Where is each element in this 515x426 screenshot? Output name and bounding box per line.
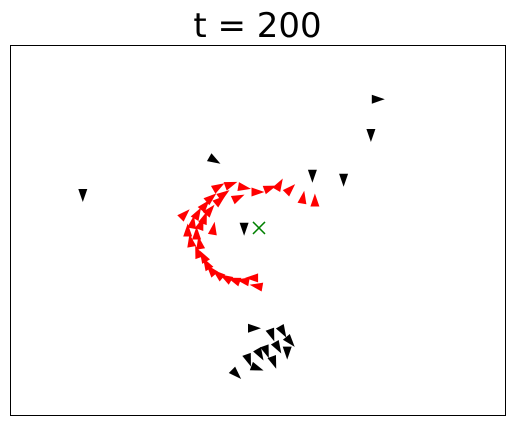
plot-frame <box>11 46 506 416</box>
